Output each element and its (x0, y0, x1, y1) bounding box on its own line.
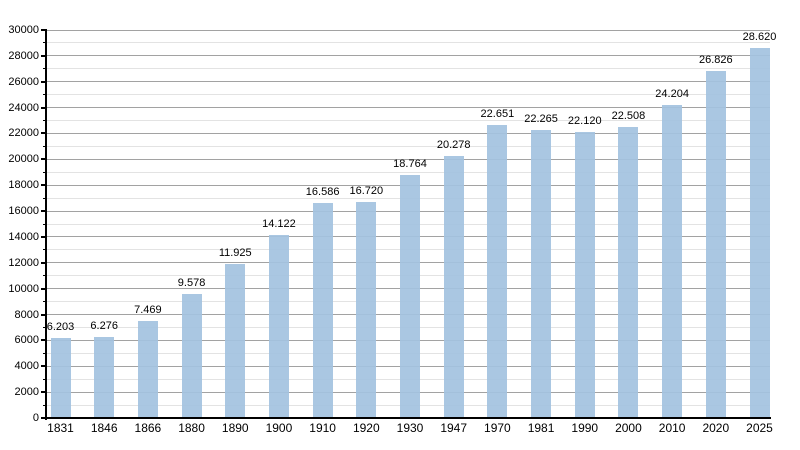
x-axis-line (45, 417, 771, 419)
x-tick-label-1900: 1900 (265, 421, 293, 435)
minor-gridline (47, 120, 770, 122)
bar-1890 (225, 263, 246, 418)
minor-gridline (47, 94, 770, 96)
x-tick-label-1831: 1831 (47, 421, 74, 435)
bar-2020 (705, 71, 726, 418)
y-major-tick (41, 339, 47, 342)
bar-value-label-1900: 14.122 (262, 218, 296, 231)
minor-gridline (47, 42, 770, 44)
bar-value-label-2020: 26.826 (698, 54, 733, 67)
minor-gridline (47, 145, 770, 147)
bar-1846 (94, 336, 115, 418)
x-tick-label-1920: 1920 (352, 421, 380, 435)
y-major-tick (41, 391, 47, 394)
minor-gridline (47, 171, 770, 173)
x-tick-label-1880: 1880 (178, 421, 205, 435)
bar-value-label-1970: 22.651 (480, 108, 515, 121)
y-tick-label-20000: 20000 (8, 153, 39, 166)
bar-1866 (137, 321, 158, 418)
y-tick-label-22000: 22000 (8, 127, 39, 140)
bar-1990 (574, 131, 595, 418)
y-major-tick (41, 54, 47, 57)
x-tick-label-1846: 1846 (90, 421, 118, 435)
x-tick-label-2000: 2000 (615, 421, 642, 435)
x-tick-label-1890: 1890 (221, 421, 249, 435)
bar-value-label-1990: 22.120 (567, 114, 602, 127)
bar-1920 (356, 201, 377, 418)
bar-value-label-1880: 9.578 (177, 277, 206, 290)
major-gridline (47, 107, 770, 109)
bar-1981 (531, 130, 552, 418)
y-tick-label-24000: 24000 (8, 101, 39, 114)
bar-2025 (749, 47, 770, 418)
bar-value-label-1947: 20.278 (436, 138, 471, 151)
x-tick-label-1910: 1910 (309, 421, 336, 435)
y-major-tick (41, 417, 47, 419)
y-tick-label-18000: 18000 (8, 179, 39, 192)
x-tick-label-1947: 1947 (440, 421, 468, 435)
y-major-tick (41, 184, 47, 187)
bar-value-label-1890: 11.925 (218, 246, 252, 259)
y-axis-line (45, 30, 47, 420)
y-tick-label-8000: 8000 (14, 308, 39, 321)
y-tick-label-4000: 4000 (14, 360, 39, 373)
bar-value-label-1981: 22.265 (524, 113, 558, 126)
y-tick-label-10000: 10000 (8, 282, 39, 295)
x-tick-label-1970: 1970 (484, 421, 511, 435)
minor-gridline (47, 68, 770, 70)
y-tick-label-0: 0 (32, 412, 39, 424)
bar-1900 (268, 235, 289, 418)
y-major-tick (41, 235, 47, 238)
y-major-tick (41, 261, 47, 264)
y-tick-label-16000: 16000 (8, 205, 39, 218)
bar-1880 (181, 294, 202, 418)
y-major-tick (41, 132, 47, 135)
x-tick-label-1930: 1930 (396, 421, 424, 435)
x-tick-label-1866: 1866 (134, 421, 162, 435)
x-tick-label-2010: 2010 (658, 421, 686, 435)
bar-1970 (487, 125, 508, 418)
bar-1930 (400, 175, 420, 418)
major-gridline (47, 132, 770, 134)
y-tick-label-2000: 2000 (14, 386, 39, 399)
bar-value-label-1866: 7.469 (134, 304, 162, 317)
x-tick-label-1990: 1990 (571, 421, 599, 435)
bar-2000 (618, 126, 639, 418)
x-tick-label-1981: 1981 (527, 421, 555, 435)
bar-value-label-1910: 16.586 (305, 186, 340, 199)
major-gridline (47, 81, 770, 83)
y-major-tick (41, 287, 47, 290)
bar-value-label-1930: 18.764 (393, 158, 427, 171)
y-tick-label-28000: 28000 (8, 49, 39, 62)
major-gridline (47, 55, 770, 57)
bar-value-label-2000: 22.508 (611, 109, 646, 122)
y-major-tick (41, 158, 47, 161)
y-major-tick (41, 365, 47, 368)
y-major-tick (41, 80, 47, 83)
bar-value-label-1831: 6.203 (46, 320, 75, 333)
x-tick-label-2025: 2025 (746, 421, 773, 435)
bar-1910 (312, 203, 333, 418)
y-major-tick (41, 29, 47, 31)
bar-value-label-2025: 28.620 (742, 30, 777, 43)
major-gridline (47, 29, 770, 31)
y-major-tick (41, 210, 47, 213)
y-tick-label-14000: 14000 (8, 230, 39, 243)
y-tick-label-30000: 30000 (8, 24, 39, 36)
x-tick-label-2020: 2020 (702, 421, 730, 435)
bar-value-label-1846: 6.276 (90, 319, 118, 332)
major-gridline (47, 158, 770, 160)
bar-value-label-2010: 24.204 (655, 87, 689, 100)
bar-2010 (662, 104, 683, 418)
y-major-tick (41, 313, 47, 316)
bar-1831 (50, 337, 71, 418)
bar-value-label-1920: 16.720 (349, 184, 384, 197)
y-major-tick (41, 106, 47, 109)
bar-1947 (443, 155, 464, 418)
y-tick-label-26000: 26000 (8, 75, 39, 88)
y-tick-label-6000: 6000 (14, 334, 39, 347)
y-tick-label-12000: 12000 (8, 256, 39, 269)
